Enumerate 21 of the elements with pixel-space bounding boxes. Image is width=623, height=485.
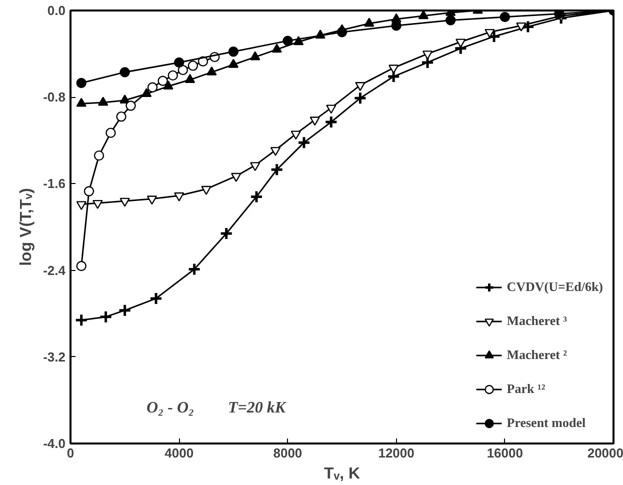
- y-tick-label: -0.8: [43, 90, 66, 105]
- y-tick-label: -2.4: [43, 262, 66, 278]
- x-tick-label: 12000: [378, 446, 414, 460]
- annotation: O₂ - O₂: [146, 399, 194, 416]
- legend-label: Present model: [506, 415, 586, 431]
- y-tick-label: -1.6: [43, 176, 66, 192]
- legend-label: Macheret ²: [506, 347, 568, 363]
- x-axis-title: Tᵥ, K: [324, 466, 360, 482]
- x-tick-label: 0: [66, 446, 74, 460]
- y-axis-title: log V(T,Tᵥ): [18, 188, 36, 266]
- y-tick-label: 0.0: [47, 3, 66, 18]
- legend-label: Macheret ³: [506, 313, 568, 329]
- y-tick-label: -4.0: [43, 436, 66, 451]
- x-tick-label: 4000: [164, 446, 194, 460]
- y-tick-label: -3.2: [43, 349, 66, 364]
- annotation: T=20 kK: [228, 399, 287, 416]
- x-tick-label: 16000: [486, 446, 523, 460]
- legend-label: CVDV(U=Ed/6k): [506, 279, 603, 295]
- x-tick-label: 8000: [273, 446, 302, 460]
- legend-label: Park ¹²: [506, 381, 546, 397]
- x-tick-label: 20000: [587, 446, 623, 460]
